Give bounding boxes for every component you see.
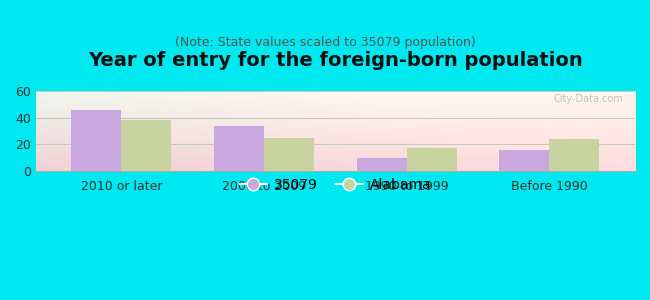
Bar xyxy=(407,148,457,171)
Title: Year of entry for the foreign-born population: Year of entry for the foreign-born popul… xyxy=(88,51,583,70)
Bar xyxy=(499,150,549,171)
Bar xyxy=(214,126,264,171)
Legend: 35079, Alabama: 35079, Alabama xyxy=(234,172,437,197)
Bar xyxy=(357,158,407,171)
Bar xyxy=(264,138,314,171)
Bar xyxy=(72,110,122,171)
Text: City-Data.com: City-Data.com xyxy=(553,94,623,104)
Text: (Note: State values scaled to 35079 population): (Note: State values scaled to 35079 popu… xyxy=(175,36,475,49)
Bar xyxy=(122,120,172,171)
Bar xyxy=(549,139,599,171)
